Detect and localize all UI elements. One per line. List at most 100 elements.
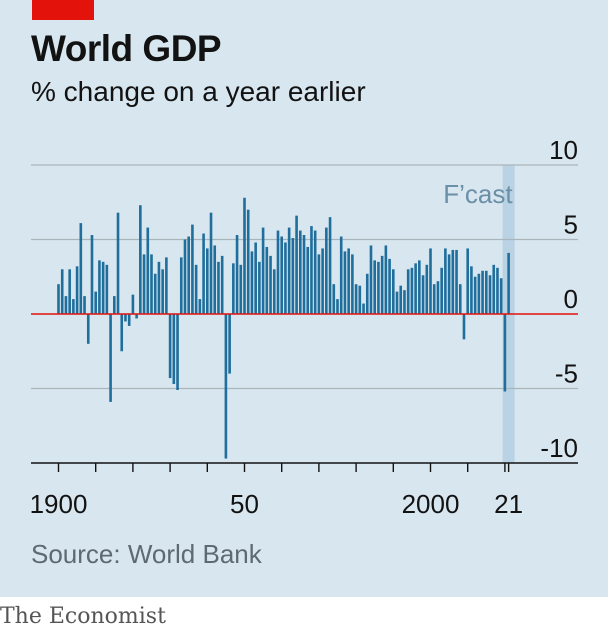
forecast-label: F’cast — [443, 179, 513, 209]
bar-1950 — [243, 197, 246, 314]
bar-1986 — [377, 261, 380, 314]
bar-1963 — [291, 238, 295, 314]
bar-1925 — [150, 254, 153, 314]
bar-2010 — [466, 248, 469, 314]
bar-1961 — [284, 242, 287, 314]
bar-1960 — [280, 236, 283, 314]
bar-1916 — [116, 212, 120, 314]
bar-1965 — [299, 230, 302, 314]
bar-1941 — [209, 212, 213, 314]
bar-1969 — [313, 230, 317, 314]
chart-title: World GDP — [31, 28, 222, 69]
bar-1951 — [246, 209, 250, 314]
bar-1972 — [325, 227, 328, 314]
bar-1903 — [68, 269, 71, 314]
bar-2020 — [503, 314, 507, 392]
bar-2018 — [496, 267, 499, 314]
y-tick-label-0: 0 — [564, 284, 578, 314]
bar-1954 — [258, 261, 261, 314]
bar-1900 — [57, 284, 60, 314]
brand-red-tag — [32, 0, 94, 20]
bar-1973 — [328, 217, 332, 314]
bar-1938 — [198, 299, 202, 314]
bar-2021 — [507, 252, 510, 314]
bar-1902 — [64, 296, 68, 314]
bar-1905 — [75, 266, 79, 314]
bar-1997 — [418, 260, 421, 314]
bar-1917 — [120, 314, 124, 352]
bar-1948 — [235, 235, 239, 314]
bar-1980 — [354, 284, 358, 314]
bar-1974 — [332, 284, 336, 314]
bar-1913 — [105, 264, 109, 314]
bar-1944 — [220, 255, 224, 314]
bar-2006 — [451, 249, 455, 314]
bar-1968 — [310, 226, 313, 314]
bar-1955 — [261, 227, 265, 314]
bar-1901 — [60, 269, 64, 314]
bar-1930 — [168, 314, 172, 379]
bar-1928 — [161, 269, 164, 314]
bar-1912 — [101, 261, 105, 314]
bar-1962 — [287, 227, 291, 314]
bar-1995 — [410, 267, 414, 314]
bar-1989 — [388, 258, 391, 314]
y-tick-label--10: -10 — [540, 433, 578, 463]
bar-2007 — [455, 249, 458, 314]
bar-1942 — [213, 245, 217, 314]
bar-1990 — [392, 269, 395, 314]
bar-1953 — [254, 242, 257, 314]
bar-1994 — [406, 269, 410, 314]
bar-1929 — [165, 257, 168, 314]
bar-1946 — [228, 314, 231, 374]
bar-2009 — [462, 314, 466, 340]
bar-2012 — [473, 276, 477, 314]
bar-1971 — [321, 248, 324, 314]
x-tick-label-50: 50 — [230, 489, 259, 519]
bar-1988 — [384, 245, 388, 314]
publisher-brand: The Economist — [0, 604, 166, 629]
bar-1939 — [202, 233, 205, 314]
bar-1957 — [269, 255, 272, 314]
bar-1908 — [86, 314, 90, 344]
bar-1977 — [343, 251, 347, 314]
bar-1970 — [317, 254, 321, 314]
bar-1975 — [336, 299, 339, 314]
bar-1940 — [206, 248, 209, 314]
bar-1910 — [94, 291, 97, 314]
bar-1936 — [191, 224, 194, 314]
bar-1993 — [403, 290, 406, 314]
bar-1943 — [217, 261, 220, 314]
bar-2004 — [444, 248, 447, 314]
bar-1985 — [373, 260, 376, 314]
bar-1981 — [358, 285, 362, 314]
bars — [57, 197, 510, 459]
y-tick-labels: 10 5 0 -5 -10 — [540, 135, 578, 463]
bar-1966 — [302, 235, 306, 314]
bar-1978 — [347, 248, 350, 314]
bar-1983 — [365, 273, 369, 314]
bar-2000 — [429, 248, 432, 314]
bar-1921 — [135, 314, 138, 319]
bar-1949 — [239, 264, 243, 314]
bar-1996 — [414, 263, 417, 314]
bar-1947 — [232, 263, 235, 314]
x-tick-label-2000: 2000 — [402, 489, 460, 519]
x-tick-label-1900: 1900 — [30, 489, 88, 519]
bar-1959 — [276, 230, 280, 314]
x-tick-labels: 1900 50 2000 21 — [30, 489, 524, 519]
bar-2002 — [436, 281, 440, 314]
bar-1926 — [153, 273, 157, 314]
bar-1991 — [395, 291, 399, 314]
bar-1999 — [425, 264, 429, 314]
bar-1911 — [98, 260, 101, 314]
bar-1945 — [224, 314, 228, 459]
x-tick-label-21: 21 — [494, 489, 523, 519]
bar-2019 — [499, 278, 503, 314]
bar-1932 — [176, 314, 179, 390]
bar-1931 — [172, 314, 176, 385]
bar-2008 — [458, 284, 462, 314]
bar-2016 — [488, 275, 492, 314]
bar-1919 — [127, 314, 131, 326]
bar-1924 — [146, 227, 150, 314]
